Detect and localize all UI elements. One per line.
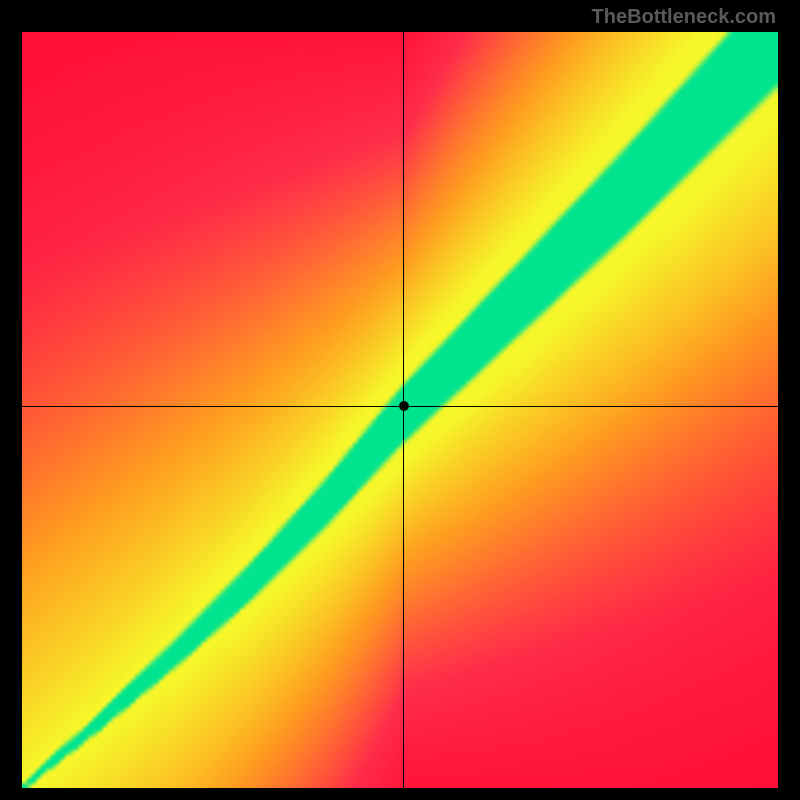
heatmap-plot — [22, 32, 778, 788]
data-point-marker — [399, 401, 409, 411]
watermark-text: TheBottleneck.com — [592, 6, 776, 29]
